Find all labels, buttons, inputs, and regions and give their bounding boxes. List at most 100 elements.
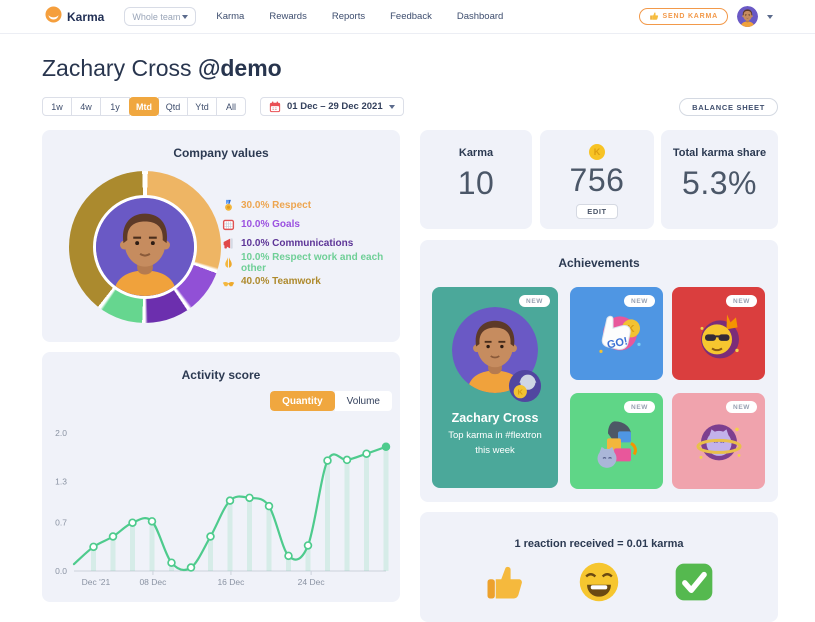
company-values-title: Company values: [173, 146, 269, 160]
svg-text:1.3: 1.3: [55, 476, 67, 486]
achievement-card-cool-crown-emoji[interactable]: NEW: [672, 287, 765, 380]
share-stat-label: Total karma share: [672, 147, 767, 159]
new-badge: NEW: [624, 401, 655, 413]
hands-icon: [222, 275, 235, 288]
nav-item-feedback[interactable]: Feedback: [390, 11, 432, 22]
reactions-card: 1 reaction received = 0.01 karma: [420, 512, 778, 622]
range-button-all[interactable]: All: [216, 97, 246, 116]
donut-center-avatar: [93, 195, 197, 299]
new-badge: NEW: [726, 401, 757, 413]
time-range-control: 1w 4w 1y Mtd Qtd Ytd All: [42, 97, 246, 116]
legend-label: 10.0% Respect work and each other: [241, 251, 384, 274]
filter-row: 1w 4w 1y Mtd Qtd Ytd All 01 Dec – 29 Dec 2021: [42, 97, 404, 116]
toggle-quantity[interactable]: Quantity: [270, 391, 335, 411]
legend-label: 10.0% Goals: [241, 219, 300, 230]
karma-stat-value: 10: [457, 165, 495, 201]
send-karma-label: SEND KARMA: [662, 13, 718, 20]
achievements-title: Achievements: [558, 256, 640, 270]
karma-logo-icon: [45, 5, 62, 28]
share-stat-value: 5.3%: [682, 165, 757, 201]
range-button-1y[interactable]: 1y: [100, 97, 130, 116]
nav-item-dashboard[interactable]: Dashboard: [456, 11, 504, 22]
activity-line-chart[interactable]: 0.0 0.7 1.3 2.0 Dec '21 08 Dec 16 Dec 24 Dec: [50, 422, 395, 602]
cat-coin-badge-icon: K: [508, 369, 542, 403]
achievement-card-gift-cat[interactable]: NEW: [570, 393, 663, 489]
thumbs-up-icon: [482, 560, 526, 604]
megaphone-icon: [222, 237, 235, 250]
send-karma-button[interactable]: SEND KARMA: [638, 8, 728, 25]
nav-links: Karma Rewards Reports Feedback Dashboard: [216, 11, 503, 22]
featured-description: Top karma in #flextron this week: [448, 430, 542, 456]
user-avatar[interactable]: [737, 6, 758, 27]
new-badge: NEW: [624, 295, 655, 307]
edit-button[interactable]: EDIT: [576, 204, 618, 219]
karma-logo[interactable]: Karma: [45, 5, 105, 28]
range-button-ytd[interactable]: Ytd: [187, 97, 217, 116]
nav-item-rewards[interactable]: Rewards: [269, 11, 307, 22]
cool-crown-emoji: [689, 306, 749, 366]
new-badge: NEW: [519, 295, 550, 307]
karma-stat-label: Karma: [458, 147, 494, 159]
logo-text: Karma: [67, 9, 105, 24]
profile-chevron-icon[interactable]: [767, 14, 773, 19]
cat-planet: [689, 413, 749, 473]
svg-text:0.0: 0.0: [55, 566, 67, 576]
coins-stat-card: K 756 EDIT: [540, 130, 654, 229]
range-button-4w[interactable]: 4w: [71, 97, 101, 116]
page-title: Zachary Cross @demo: [42, 55, 282, 82]
medal-icon: [222, 199, 235, 212]
nav-item-karma[interactable]: Karma: [216, 11, 245, 22]
foam-finger-go: K GO!: [587, 306, 647, 366]
legend-item: 10.0% Communications: [222, 234, 400, 253]
achievements-card: Achievements NEW K Zachary Cross Top kar…: [420, 240, 778, 502]
legend-label: 10.0% Communications: [241, 238, 354, 249]
company-values-donut-chart[interactable]: [69, 171, 221, 323]
legend-item: 10.0% Goals: [222, 215, 400, 234]
new-badge: NEW: [726, 295, 757, 307]
chevron-down-icon: [388, 104, 395, 109]
date-range-value: 01 Dec – 29 Dec 2021: [287, 101, 383, 112]
company-values-card: Company values 30.0% Respect 10.0% Goals 1…: [42, 130, 400, 342]
date-range-picker[interactable]: 01 Dec – 29 Dec 2021: [260, 97, 404, 116]
achievement-card-foam-finger-go[interactable]: NEW K GO!: [570, 287, 663, 380]
nav-item-reports[interactable]: Reports: [331, 11, 366, 22]
laugh-emoji-icon: [577, 560, 621, 604]
quantity-volume-toggle: Quantity Volume: [270, 391, 392, 411]
featured-achievement-card[interactable]: NEW K Zachary Cross Top karma in #flextr…: [432, 287, 558, 488]
chevron-down-icon: [182, 14, 189, 19]
gift-cat: [587, 413, 647, 473]
toggle-volume[interactable]: Volume: [334, 391, 392, 411]
karma-stat-card: Karma 10: [420, 130, 532, 229]
team-selector-dropdown[interactable]: Whole team: [124, 7, 197, 26]
team-selector-value: Whole team: [132, 11, 181, 22]
pray-icon: [222, 256, 235, 269]
nav-right: SEND KARMA: [638, 6, 773, 27]
legend-label: 30.0% Respect: [241, 200, 312, 211]
karma-coin-icon: K: [589, 144, 605, 160]
balance-sheet-button[interactable]: BALANCE SHEET: [679, 98, 778, 116]
achievement-card-cat-planet[interactable]: NEW: [672, 393, 765, 489]
featured-name: Zachary Cross: [451, 411, 539, 425]
profile-name: Zachary Cross: [42, 55, 198, 81]
svg-text:K: K: [594, 147, 601, 157]
profile-handle: @demo: [197, 55, 282, 81]
range-button-mtd[interactable]: Mtd: [129, 97, 159, 116]
legend-item: 30.0% Respect: [222, 196, 400, 215]
svg-text:Dec '21: Dec '21: [82, 577, 111, 587]
svg-text:K: K: [518, 388, 524, 397]
range-button-qtd[interactable]: Qtd: [158, 97, 188, 116]
svg-text:GO!: GO!: [605, 335, 628, 351]
svg-text:K: K: [627, 323, 635, 334]
check-icon: [672, 560, 716, 604]
reactions-row: [420, 560, 778, 604]
range-button-1w[interactable]: 1w: [42, 97, 72, 116]
legend-label: 40.0% Teamwork: [241, 276, 321, 287]
goal-icon: [222, 218, 235, 231]
coins-stat-value: 756: [569, 162, 625, 198]
activity-score-card: Activity score Quantity Volume 0.0 0.7 1.3…: [42, 352, 400, 602]
svg-text:16 Dec: 16 Dec: [217, 577, 245, 587]
legend-item: 10.0% Respect work and each other: [222, 251, 400, 274]
activity-title: Activity score: [181, 368, 261, 382]
svg-text:24 Dec: 24 Dec: [298, 577, 326, 587]
reactions-title: 1 reaction received = 0.01 karma: [514, 538, 684, 550]
